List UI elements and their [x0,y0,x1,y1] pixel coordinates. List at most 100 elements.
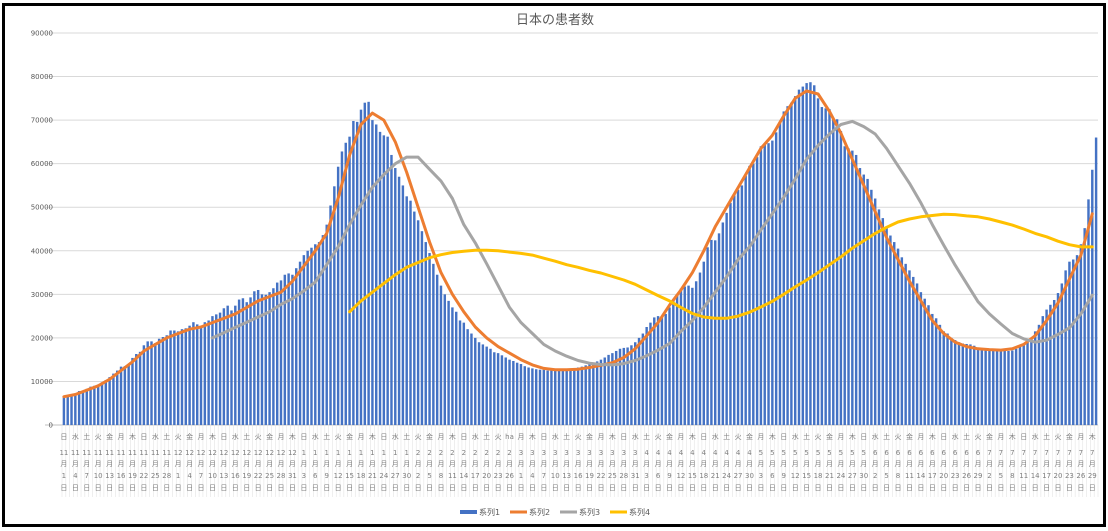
chart-frame[interactable] [2,3,1106,527]
bar-series-1 [222,308,226,425]
x-tick-label: 月 [917,433,924,441]
y-tick-label: 40000 [31,247,53,255]
x-tick-label: 日 [175,484,182,492]
x-tick-label: 3 [576,449,580,457]
bar-series-1 [93,385,96,425]
x-tick-label: 月 [792,460,799,468]
x-tick-label: 3 [633,449,637,457]
bar-series-1 [413,211,416,425]
x-tick-label: 7 [199,472,203,480]
bar-series-1 [85,388,88,425]
x-tick-label: 28 [162,472,171,480]
x-tick-label: 月 [997,433,1004,441]
x-tick-label: 月 [403,460,410,468]
bar-series-1 [900,257,904,425]
bar-series-1 [1026,339,1029,425]
bar-series-1 [401,185,405,425]
x-tick-label: 1 [347,449,351,457]
bar-series-1 [317,242,321,425]
bar-series-1 [569,368,572,425]
x-tick-label: 月 [357,433,364,441]
bar-series-1 [150,341,153,425]
bar-series-1 [870,189,873,425]
x-tick-label: 3 [553,449,557,457]
x-tick-label: 日 [380,484,387,492]
x-tick-label: 月 [278,460,285,468]
bar-series-1 [580,366,584,425]
x-tick-label: 15 [688,472,697,480]
bar-series-1 [432,263,435,425]
x-tick-label: 日 [700,484,707,492]
x-tick-label: 日 [860,433,867,441]
x-tick-label: 日 [312,484,319,492]
x-tick-label: 月 [1043,460,1050,468]
x-tick-label: 月 [152,460,159,468]
bar-series-1 [104,380,108,425]
x-tick-label: 12 [334,472,343,480]
bar-series-1 [215,314,218,425]
x-tick-label: 月 [415,460,422,468]
bar-series-1 [961,343,965,425]
x-tick-label: 日 [369,484,376,492]
bar-series-1 [504,357,507,425]
bar-series-1 [493,352,496,425]
bar-series-1 [893,242,896,425]
x-tick-label: 11 [128,449,137,457]
bar-series-1 [702,261,706,425]
bar-series-1 [218,312,222,425]
bar-series-1 [1056,293,1060,425]
bar-series-1 [329,205,332,425]
x-tick-label: 日 [837,484,844,492]
bar-series-1 [515,362,519,425]
bar-series-1 [272,288,275,425]
bar-series-1 [397,176,401,425]
x-tick-label: 5 [782,449,786,457]
x-tick-label: 4 [530,472,535,480]
x-tick-label: 日 [220,484,227,492]
x-tick-label: 日 [1043,484,1050,492]
x-tick-label: 4 [690,449,695,457]
x-tick-label: 日 [769,484,776,492]
bar-series-1 [439,285,443,425]
x-tick-label: 27 [734,472,743,480]
x-tick-label: 8 [439,472,443,480]
x-tick-label: 4 [736,449,741,457]
x-tick-label: 23 [494,472,503,480]
x-tick-label: 日 [963,484,970,492]
bar-series-1 [637,337,641,425]
x-tick-label: 24 [379,472,388,480]
bar-series-1 [999,349,1003,425]
x-tick-label: 日 [792,484,799,492]
bar-series-1 [588,364,591,425]
x-tick-label: 日 [552,484,559,492]
x-tick-label: 月 [712,460,719,468]
x-tick-label: 15 [802,472,811,480]
x-tick-label: 2 [507,449,511,457]
bar-series-1 [706,247,709,425]
bar-series-1 [295,268,298,425]
x-tick-label: 5 [862,449,866,457]
x-tick-label: 6 [896,449,901,457]
x-tick-label: 日 [60,484,67,492]
bar-series-1 [866,178,869,425]
bar-series-1 [908,270,911,425]
x-tick-label: 18 [699,472,708,480]
x-tick-label: 13 [219,472,228,480]
bar-series-1 [672,300,675,425]
bar-series-1 [211,316,214,425]
x-tick-label: 11 [59,449,68,457]
bar-series-1 [614,350,618,425]
x-tick-label: 月 [837,460,844,468]
legend-label: 系列4 [629,507,650,517]
x-tick-label: 月 [849,460,856,468]
x-tick-label: 10 [551,472,560,480]
x-tick-label: 月 [289,460,296,468]
x-tick-label: 日 [1009,484,1016,492]
bar-series-1 [1030,337,1033,425]
x-tick-label: 月 [186,460,193,468]
x-tick-label: 17 [471,472,480,480]
y-tick-label: 80000 [31,73,53,81]
x-tick-label: 火 [735,433,742,441]
x-tick-label: 日 [140,484,147,492]
x-tick-label: 2 [439,449,443,457]
